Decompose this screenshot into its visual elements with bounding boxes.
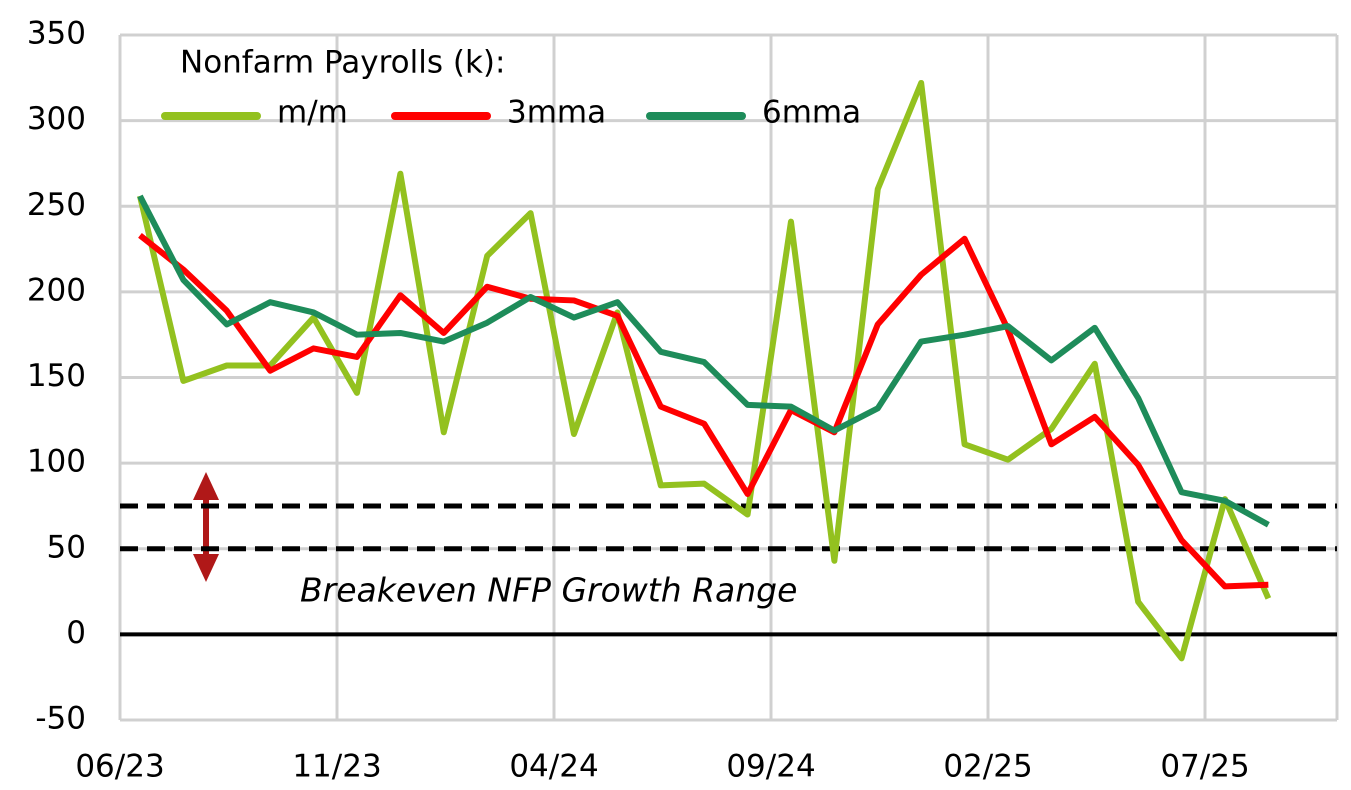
plot: -50 0 50 100 150 200 250 300 350 06/23 11/23 04/24 0… [27,16,1339,785]
legend-label: 3mma [507,95,606,131]
lines [120,79,1337,662]
y-tick-label: 350 [27,16,86,52]
x-tick-label: 11/23 [292,749,381,785]
series-line [137,79,1272,662]
x-tick-label: 09/24 [726,749,815,785]
y-tick-label: 50 [47,529,86,565]
x-tick-label: 07/25 [1160,749,1249,785]
series-line [137,194,1270,528]
y-tick-label: 150 [27,358,86,394]
legend-label: m/m [277,95,348,131]
annotation: Breakeven NFP Growth Range [300,571,797,610]
y-tick-label: 300 [27,101,86,137]
x-tick-label: 02/25 [943,749,1032,785]
overlay: m/m 3mma 6mma [161,95,861,131]
y-tick-label: 0 [66,615,86,651]
range-arrow [193,472,219,582]
x-tick-label: 06/23 [75,749,164,785]
y-tick-label: 200 [27,272,86,308]
series-line [138,233,1269,590]
y-tick-label: 100 [27,444,86,480]
grid [118,33,1339,722]
x-tick-label: 04/24 [509,749,598,785]
y-tick-label: -50 [35,701,86,737]
y-tick-label: 250 [27,187,86,223]
legend-label: 6mma [762,95,861,131]
legend-title: Nonfarm Payrolls (k): [180,45,505,81]
